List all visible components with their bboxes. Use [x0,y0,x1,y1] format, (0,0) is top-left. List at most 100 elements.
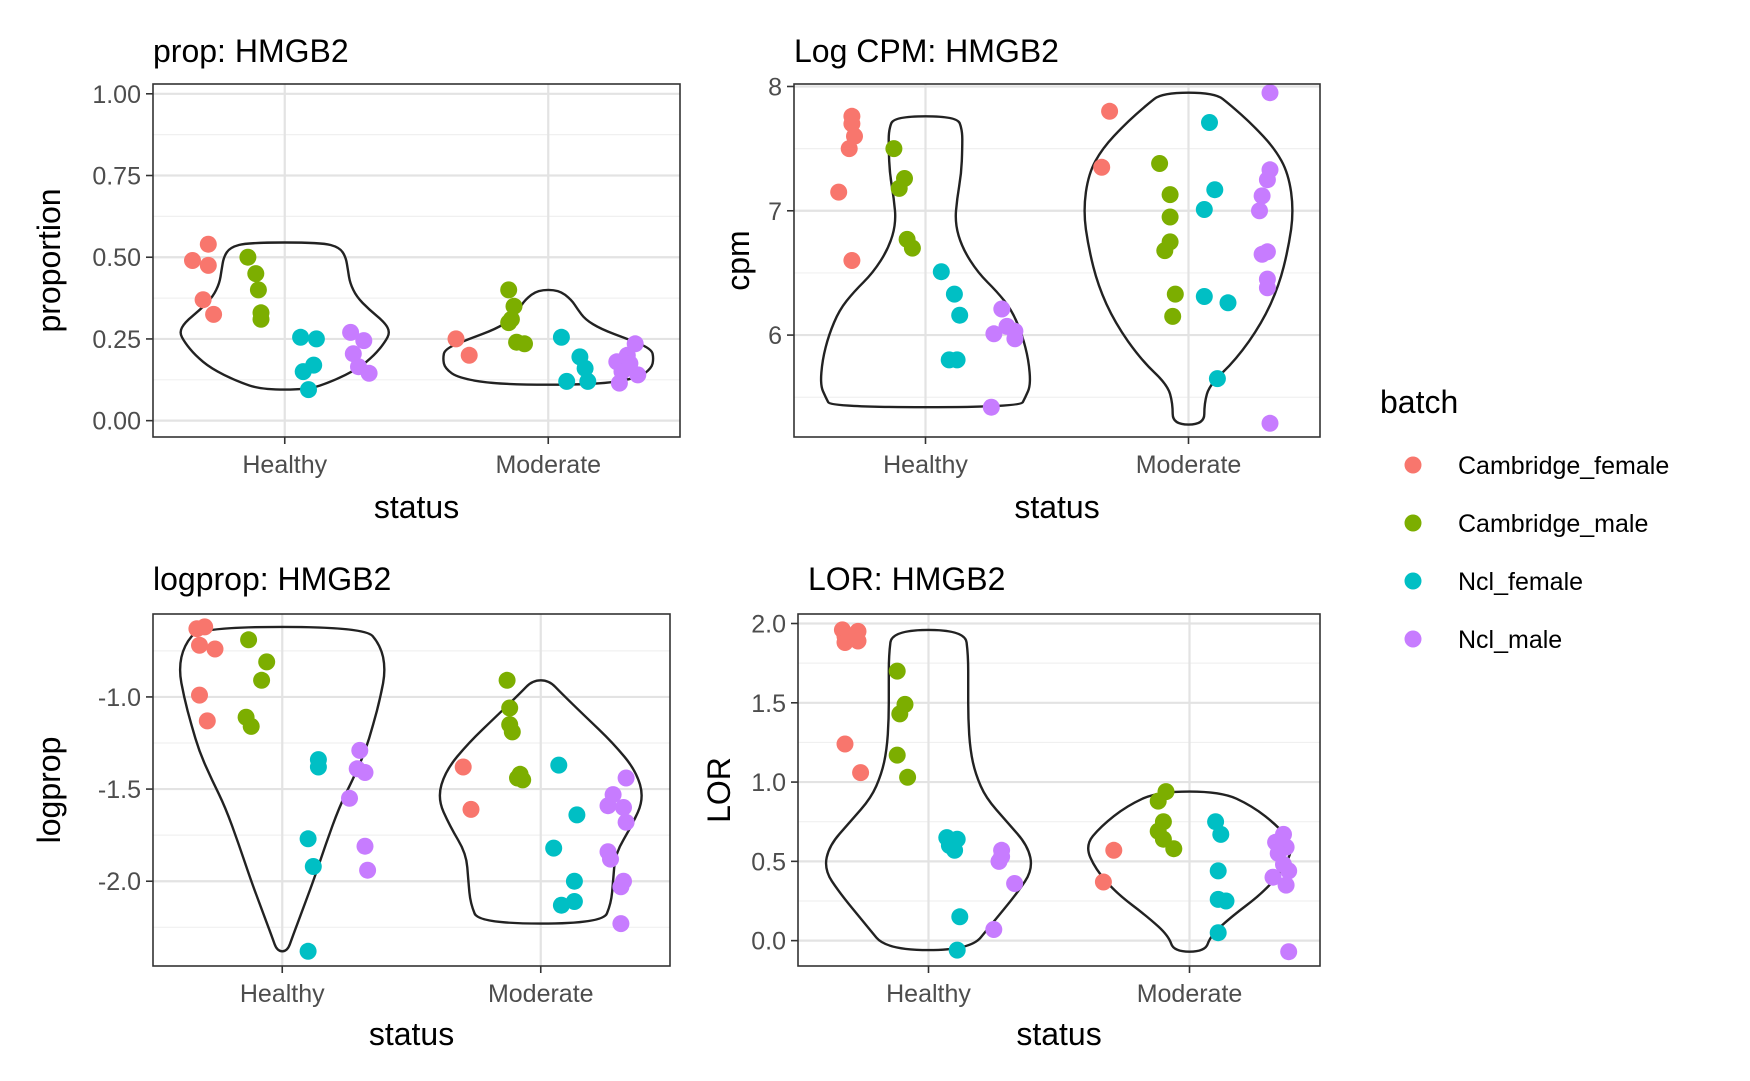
point-ncl-male-healthy [982,398,1000,416]
legend-key-cambridge-female [1404,456,1422,474]
series-cambridge-female [188,618,480,818]
point-cambridge-male-healthy [252,310,270,328]
point-ncl-female-moderate [1208,370,1226,388]
point-ncl-female-moderate [1206,181,1224,199]
point-ncl-female-moderate [1209,862,1227,880]
x-axis-title: status [369,1016,454,1052]
violin-moderate [438,679,643,925]
point-ncl-female-healthy [300,381,317,399]
point-cambridge-male-healthy [890,179,908,197]
gridlines [798,614,1320,966]
panel-title: logprop: HMGB2 [153,561,391,597]
point-ncl-male-moderate [1253,245,1271,263]
point-ncl-male-moderate [612,915,630,933]
y-axis-title: LOR [701,757,737,823]
series-cambridge-female [833,621,1123,891]
y-tick-label: -2.0 [98,868,141,896]
point-cambridge-male-healthy [888,662,906,680]
point-cambridge-female-moderate [462,800,480,818]
point-cambridge-female-healthy [194,291,212,309]
point-cambridge-male-healthy [239,248,257,266]
point-cambridge-female-moderate [454,758,472,776]
legend-key-cambridge-male [1404,514,1422,532]
point-cambridge-male-moderate [509,769,526,787]
point-ncl-male-moderate [599,797,617,815]
y-axis-title: proportion [31,188,67,332]
point-ncl-male-moderate [610,374,628,392]
series-ncl-female [938,813,1235,959]
point-ncl-female-moderate [552,896,570,914]
series-ncl-male [341,741,635,933]
point-ncl-male-healthy [356,837,374,855]
x-tick-label-moderate: Moderate [1137,980,1243,1008]
x-tick-label-moderate: Moderate [488,980,594,1008]
y-tick-label: 0.25 [92,326,141,354]
legend-label: Ncl_male [1458,626,1562,654]
legend-key-ncl-female [1404,572,1422,590]
point-ncl-male-healthy [344,345,362,363]
point-ncl-female-healthy [307,330,325,348]
panel-border [793,83,1321,438]
y-tick-label: -1.0 [98,684,141,712]
plot-background [798,614,1320,966]
point-ncl-male-moderate [1264,868,1282,886]
point-cambridge-male-healthy [899,768,917,786]
point-ncl-female-healthy [951,306,969,324]
point-ncl-male-moderate [1258,171,1276,189]
legend-label: Cambridge_male [1458,510,1648,538]
y-tick-label: 8 [768,73,782,101]
point-cambridge-male-healthy [240,631,258,649]
point-cambridge-female-healthy [840,140,858,158]
point-cambridge-male-moderate [1151,155,1169,172]
point-ncl-male-healthy [985,325,1003,343]
point-ncl-male-healthy [356,764,374,781]
series-cambridge-male [239,248,533,353]
x-axis: Healthy Moderate [240,966,594,1008]
gridlines [153,84,680,437]
panel-title: prop: HMGB2 [153,33,349,69]
legend-item-cambridge-female: Cambridge_female [1404,452,1669,480]
point-ncl-male-healthy [1006,875,1024,892]
point-cambridge-female-healthy [191,636,208,654]
point-ncl-male-healthy [993,300,1011,318]
x-tick-label-healthy: Healthy [242,451,327,479]
point-cambridge-male-moderate [1149,792,1167,810]
point-ncl-female-healthy [951,908,969,926]
point-cambridge-male-healthy [903,239,921,257]
y-axis-title: logprop [31,737,67,844]
panel-logprop: -1.0 -1.5 -2.0 Healthy Moderate logprop: HMGB… [31,561,671,1052]
point-cambridge-male-moderate [498,671,516,689]
legend-item-cambridge-male: Cambridge_male [1404,510,1648,538]
panels: 0.00 0.25 0.50 0.75 1.00 Healthy Moderate prop:… [31,33,1321,1052]
point-ncl-male-moderate [1251,202,1268,220]
violins [824,628,1292,953]
legend: batch Cambridge_female Cambridge_male Ncl_f… [1380,384,1669,654]
y-axis-title: cpm [720,230,756,290]
violin-moderate [1087,790,1292,953]
point-ncl-female-moderate [1201,114,1218,131]
point-ncl-male-moderate [1280,862,1298,880]
x-axis-title: status [374,489,459,525]
point-cambridge-female-healthy [184,252,201,269]
point-cambridge-female-healthy [836,634,854,651]
series-cambridge-male [885,140,1184,325]
point-ncl-female-healthy [948,351,966,369]
point-cambridge-male-moderate [500,314,518,332]
point-cambridge-male-healthy [253,671,271,689]
y-tick-label: 0.50 [92,244,141,272]
point-ncl-male-healthy [990,852,1008,870]
legend-title: batch [1380,384,1458,420]
series-ncl-female [292,328,597,399]
point-cambridge-female-moderate [447,330,465,348]
point-ncl-male-healthy [360,364,378,382]
y-tick-label: -1.5 [98,776,141,804]
y-tick-label: 0.5 [751,848,786,876]
series-cambridge-female [830,102,1119,269]
point-ncl-female-healthy [932,263,950,281]
point-ncl-female-moderate [1219,294,1237,312]
point-ncl-female-healthy [299,830,317,848]
point-cambridge-female-moderate [1094,873,1112,891]
point-cambridge-male-healthy [888,746,906,764]
x-axis: Healthy Moderate [883,437,1241,479]
